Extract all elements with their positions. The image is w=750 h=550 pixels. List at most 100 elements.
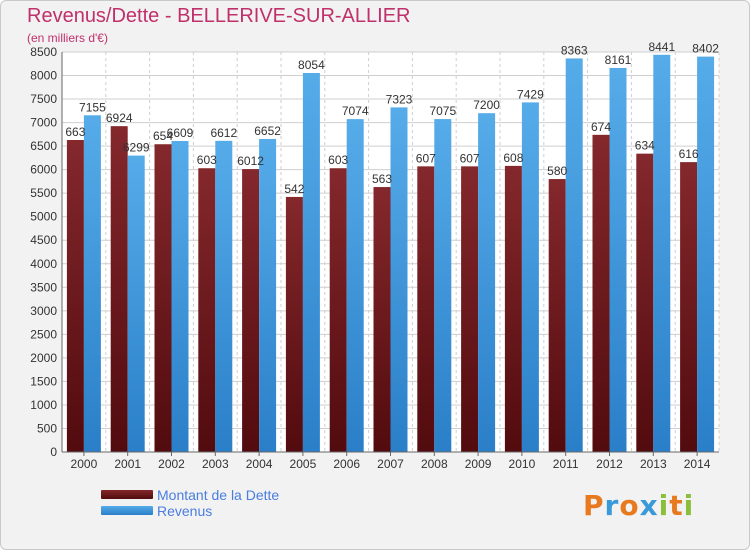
y-tick-label: 2000: [30, 351, 57, 365]
x-tick-label: 2013: [640, 457, 667, 471]
bar-value-label: 563: [372, 172, 392, 186]
bar-revenus: [83, 115, 101, 452]
y-tick-label: 4000: [30, 257, 57, 271]
bar-dette: [592, 134, 610, 452]
bar-value-label: 608: [503, 151, 523, 165]
legend-swatch-revenus: [101, 506, 153, 515]
y-tick-label: 500: [37, 421, 57, 435]
bar-revenus: [697, 56, 715, 453]
bar-revenus: [302, 72, 320, 453]
logo-letter: r: [604, 489, 620, 522]
bar-revenus: [390, 107, 408, 452]
bar-dette: [154, 144, 172, 452]
proxiti-logo: Proxiti: [583, 489, 694, 522]
y-tick-label: 7500: [30, 92, 57, 106]
bar-dette: [242, 169, 260, 453]
bar-dette: [680, 162, 698, 452]
bar-value-label: 603: [328, 153, 348, 167]
bar-dette: [417, 166, 435, 452]
y-tick-label: 3500: [30, 280, 57, 294]
bar-value-label: 7074: [342, 104, 369, 118]
bar-revenus: [259, 138, 277, 452]
y-tick-label: 2500: [30, 327, 57, 341]
bar-revenus: [653, 54, 671, 453]
bar-revenus: [565, 58, 583, 453]
bar-dette: [329, 168, 347, 452]
bar-value-label: 634: [635, 139, 655, 153]
x-tick-label: 2005: [290, 457, 317, 471]
logo-letter: o: [619, 489, 640, 522]
bar-value-label: 674: [591, 120, 611, 134]
logo-letter: P: [583, 489, 605, 522]
bar-value-label: 603: [197, 153, 217, 167]
bar-dette: [198, 168, 216, 452]
legend-label-dette: Montant de la Dette: [157, 487, 280, 503]
bar-value-label: 8402: [692, 42, 719, 56]
logo-letter: x: [639, 489, 659, 522]
bar-dette: [110, 126, 128, 452]
y-tick-label: 5000: [30, 210, 57, 224]
x-tick-label: 2006: [333, 457, 360, 471]
bar-revenus: [346, 119, 364, 452]
bar-value-label: 8054: [298, 58, 325, 72]
bar-value-label: 8161: [605, 53, 632, 67]
bar-dette: [66, 140, 84, 452]
y-tick-label: 8000: [30, 69, 57, 83]
bar-value-label: 6299: [123, 141, 150, 155]
bar-value-label: 607: [460, 151, 480, 165]
bar-value-label: 580: [547, 164, 567, 178]
y-tick-label: 1000: [30, 398, 57, 412]
bar-revenus: [171, 140, 189, 453]
bar-value-label: 616: [679, 147, 699, 161]
logo-letter: i: [683, 489, 695, 522]
x-tick-label: 2001: [114, 457, 141, 471]
bar-value-label: 607: [416, 151, 436, 165]
logo-letter: i: [658, 489, 670, 522]
bar-dette: [636, 153, 654, 452]
y-tick-label: 7000: [30, 116, 57, 130]
bar-revenus: [521, 102, 539, 453]
x-tick-label: 2009: [465, 457, 492, 471]
bar-dette: [548, 179, 566, 452]
bar-revenus: [127, 155, 145, 452]
y-tick-label: 3000: [30, 304, 57, 318]
x-tick-label: 2014: [684, 457, 711, 471]
y-tick-label: 8500: [30, 45, 57, 59]
bar-value-label: 542: [284, 182, 304, 196]
x-tick-label: 2011: [553, 457, 579, 471]
bar-dette: [373, 187, 391, 452]
bar-value-label: 654: [153, 129, 173, 143]
chart-subtitle: (en milliers d'€): [27, 31, 108, 45]
bar-value-label: 8441: [648, 40, 675, 54]
x-tick-label: 2003: [202, 457, 229, 471]
bar-value-label: 8363: [561, 43, 588, 57]
bar-value-label: 6609: [167, 126, 194, 140]
x-tick-label: 2010: [509, 457, 536, 471]
x-tick-label: 2008: [421, 457, 448, 471]
chart-title: Revenus/Dette - BELLERIVE-SUR-ALLIER: [27, 5, 411, 27]
bar-value-label: 663: [65, 125, 85, 139]
bar-value-label: 7155: [79, 100, 106, 114]
logo-letter: t: [669, 489, 684, 522]
bar-value-label: 7075: [429, 104, 456, 118]
bar-value-label: 6012: [237, 154, 264, 168]
x-tick-label: 2004: [246, 457, 273, 471]
bar-value-label: 7200: [473, 98, 500, 112]
bar-value-label: 6924: [106, 111, 133, 125]
x-tick-label: 2000: [71, 457, 98, 471]
bar-revenus: [434, 119, 452, 452]
y-tick-label: 6000: [30, 163, 57, 177]
bar-value-label: 7429: [517, 87, 544, 101]
bar-dette: [461, 166, 479, 452]
bar-value-label: 6612: [210, 126, 237, 140]
x-tick-label: 2012: [596, 457, 623, 471]
x-tick-label: 2002: [158, 457, 185, 471]
y-tick-label: 4500: [30, 233, 57, 247]
y-tick-label: 0: [50, 445, 57, 459]
bar-value-label: 7323: [386, 92, 413, 106]
legend-swatch-dette: [101, 490, 153, 499]
y-tick-label: 1500: [30, 374, 57, 388]
bar-revenus: [215, 140, 233, 453]
